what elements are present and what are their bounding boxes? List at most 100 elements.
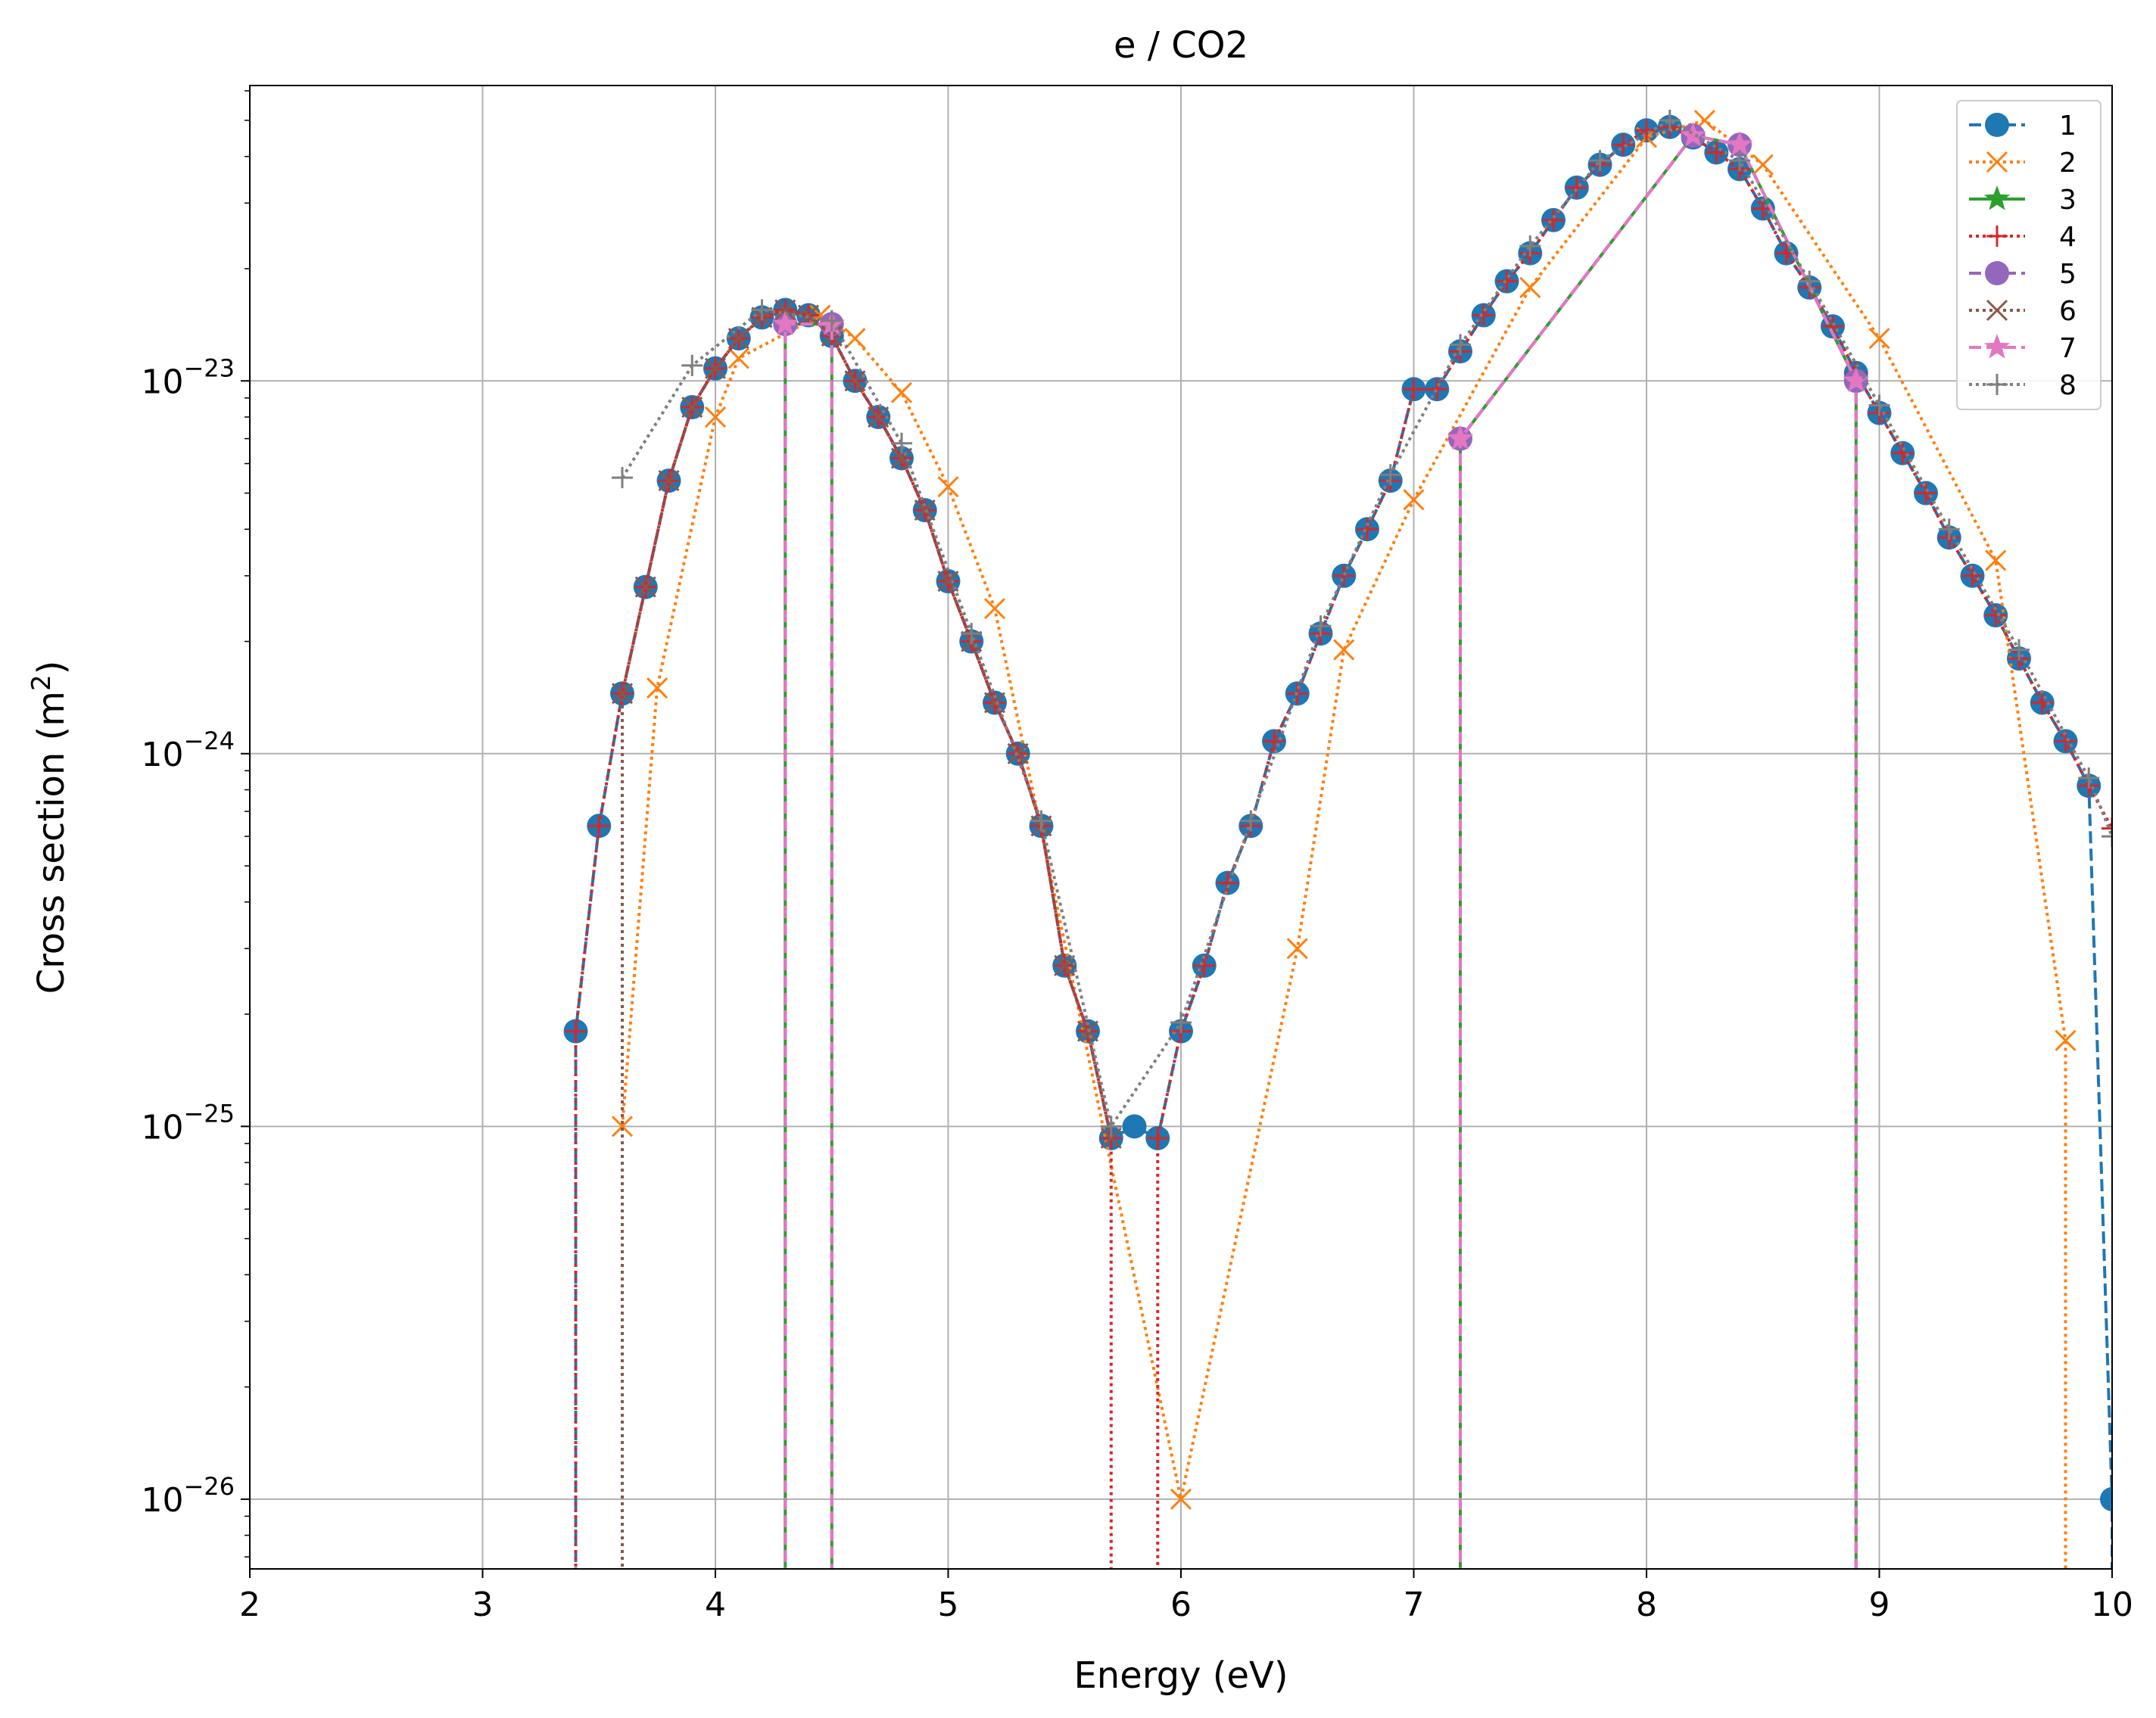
series-2-point bbox=[1170, 1488, 1192, 1510]
legend-marker bbox=[1983, 334, 2011, 359]
y-tick-label: 10−24 bbox=[141, 727, 235, 774]
series-6-point bbox=[797, 304, 820, 326]
series-4-point bbox=[1496, 270, 1518, 292]
series-4-point bbox=[1357, 518, 1378, 540]
series-2-point bbox=[1286, 938, 1308, 960]
y-tick-label: 10−23 bbox=[141, 353, 235, 401]
series-2-point bbox=[704, 406, 727, 428]
y-axis-label-main: Cross section (m bbox=[30, 691, 73, 994]
series-2-point bbox=[937, 476, 959, 498]
series-6-point bbox=[1076, 1020, 1099, 1042]
legend-label: 5 bbox=[2059, 259, 2077, 290]
series-8 bbox=[612, 110, 2112, 1138]
y-tick-base: 10 bbox=[141, 1108, 183, 1147]
series-8-point bbox=[1170, 1012, 1192, 1034]
series-2-point bbox=[1868, 328, 1890, 350]
series-6-point bbox=[1007, 742, 1029, 764]
y-tick-exponent: −24 bbox=[183, 727, 235, 755]
legend-marker bbox=[1985, 261, 2009, 285]
series-8-point bbox=[1868, 394, 1890, 416]
legend: 1 2 3 4 5 6 7 8 bbox=[1956, 100, 2101, 410]
series-2-point bbox=[1985, 549, 2007, 571]
series-7-point bbox=[1447, 425, 1474, 450]
series-8-point bbox=[751, 299, 773, 321]
legend-marker bbox=[1983, 185, 2011, 210]
legend-item-4: 4 bbox=[1969, 222, 2077, 253]
legend-label: 7 bbox=[2059, 333, 2077, 364]
series-1-point bbox=[2100, 1486, 2112, 1511]
series-4-point bbox=[565, 1020, 587, 1042]
series-8-point bbox=[1729, 150, 1750, 172]
series-6-point bbox=[681, 396, 703, 419]
legend-item-1: 1 bbox=[1969, 110, 2077, 142]
legend-marker bbox=[1986, 374, 2008, 395]
series-8-point bbox=[681, 354, 703, 376]
legend-label: 8 bbox=[2059, 370, 2077, 401]
series-4-point bbox=[1426, 378, 1448, 400]
x-tick-label: 7 bbox=[1404, 1586, 1425, 1624]
series-6-point bbox=[658, 470, 680, 492]
series-8-point bbox=[1519, 235, 1541, 257]
series-4-point bbox=[588, 815, 610, 837]
series-6-point bbox=[890, 447, 913, 469]
series-8-point bbox=[1799, 270, 1821, 292]
legend-marker bbox=[1986, 299, 2008, 322]
x-tick-label: 3 bbox=[472, 1586, 494, 1624]
series-8-point bbox=[1100, 1116, 1122, 1138]
y-tick-base: 10 bbox=[141, 736, 183, 774]
y-axis-label: Cross section (m2) bbox=[26, 661, 73, 994]
series-8-point bbox=[821, 310, 843, 331]
series-2-point bbox=[2055, 1029, 2077, 1051]
x-axis-label: Energy (eV) bbox=[1073, 1654, 1288, 1697]
series-6-point bbox=[704, 357, 727, 379]
series-4-point bbox=[1147, 1127, 1169, 1149]
series-4-point bbox=[1915, 482, 1936, 504]
x-tick-label: 9 bbox=[1869, 1586, 1890, 1624]
legend-item-5: 5 bbox=[1969, 259, 2077, 290]
y-tick-label: 10−26 bbox=[141, 1472, 235, 1520]
series-4-point bbox=[1217, 872, 1238, 894]
y-axis-label-superscript: 2 bbox=[26, 674, 57, 691]
series-6-point bbox=[1054, 954, 1076, 976]
series-1-point bbox=[1122, 1114, 1147, 1139]
series-8-point bbox=[2078, 767, 2100, 789]
legend-label: 2 bbox=[2059, 148, 2077, 179]
series-4-point bbox=[1612, 134, 1634, 156]
legend-item-7: 7 bbox=[1969, 333, 2077, 364]
series-4-point bbox=[1566, 176, 1587, 198]
series-7-point bbox=[772, 310, 799, 335]
series-4-point bbox=[2101, 817, 2112, 839]
chart-title: e / CO2 bbox=[1114, 24, 1248, 67]
series-8-point bbox=[1659, 110, 1681, 132]
series-2-point bbox=[890, 381, 913, 403]
series-4-point bbox=[1543, 209, 1564, 231]
y-tick-base: 10 bbox=[141, 1481, 183, 1520]
legend-marker bbox=[1986, 226, 2008, 247]
series-7-point bbox=[1843, 367, 1869, 392]
series-6-point bbox=[611, 683, 634, 705]
series-8-point bbox=[2008, 639, 2030, 661]
series-6-point bbox=[634, 576, 656, 598]
series-2-point bbox=[1333, 639, 1355, 661]
x-tick-label: 8 bbox=[1636, 1586, 1657, 1624]
series-6-point bbox=[774, 299, 796, 321]
legend-label: 3 bbox=[2059, 185, 2077, 216]
series-8-point bbox=[1379, 464, 1401, 486]
series-2-point bbox=[844, 328, 866, 350]
series-8-point bbox=[2101, 826, 2112, 848]
series-8-point bbox=[1030, 810, 1052, 832]
series-8-point bbox=[891, 432, 912, 454]
series-2-point bbox=[646, 677, 668, 699]
grid bbox=[249, 86, 2113, 1569]
series-6-point bbox=[844, 370, 866, 392]
series-8-point bbox=[1310, 615, 1332, 637]
series-8-point bbox=[612, 467, 633, 489]
series-4-point bbox=[1472, 304, 1494, 326]
legend-label: 4 bbox=[2059, 222, 2077, 253]
series-6-point bbox=[868, 406, 890, 428]
y-tick-exponent: −26 bbox=[183, 1472, 235, 1501]
series-2-point bbox=[1403, 489, 1425, 511]
series-7-line bbox=[784, 134, 1858, 1569]
series-4-point bbox=[1961, 565, 1983, 587]
